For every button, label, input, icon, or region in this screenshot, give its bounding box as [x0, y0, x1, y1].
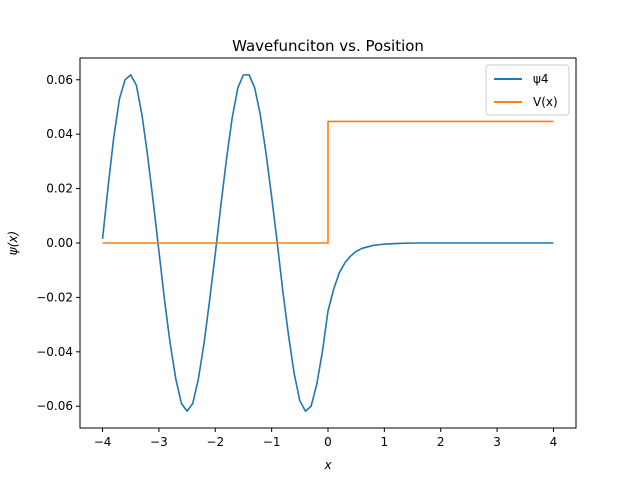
x-tick-label: 1: [381, 435, 389, 449]
series-layer: [101, 74, 554, 412]
series-line-0: [101, 74, 554, 412]
y-axis-label: ψ(x): [6, 231, 20, 255]
x-tick-label: 2: [437, 435, 445, 449]
chart-title: Wavefunciton vs. Position: [232, 37, 424, 55]
y-axis: −0.06 −0.04 −0.02 0.00 0.02 0.04 0.06: [36, 73, 80, 413]
y-tick-label: −0.04: [36, 345, 73, 359]
legend-label-potential: V(x): [533, 95, 558, 109]
y-tick-label: 0.06: [46, 73, 73, 87]
x-axis-label: x: [323, 458, 332, 472]
x-axis: −4 −3 −2 −1 0 1 2 3 4: [94, 428, 558, 449]
x-tick-label: 0: [324, 435, 332, 449]
y-tick-label: −0.06: [36, 399, 73, 413]
x-tick-label: −2: [206, 435, 224, 449]
y-tick-label: 0.04: [46, 127, 73, 141]
x-tick-label: 3: [493, 435, 501, 449]
x-tick-label: 4: [550, 435, 558, 449]
y-tick-label: −0.02: [36, 290, 73, 304]
legend-label-psi4: ψ4: [533, 72, 549, 86]
series-line-1: [102, 120, 554, 244]
legend: ψ4 V(x): [485, 64, 570, 116]
x-tick-label: −4: [94, 435, 112, 449]
y-tick-label: 0.02: [46, 182, 73, 196]
y-tick-label: 0.00: [46, 236, 73, 250]
x-tick-label: −1: [263, 435, 281, 449]
x-tick-label: −3: [150, 435, 168, 449]
